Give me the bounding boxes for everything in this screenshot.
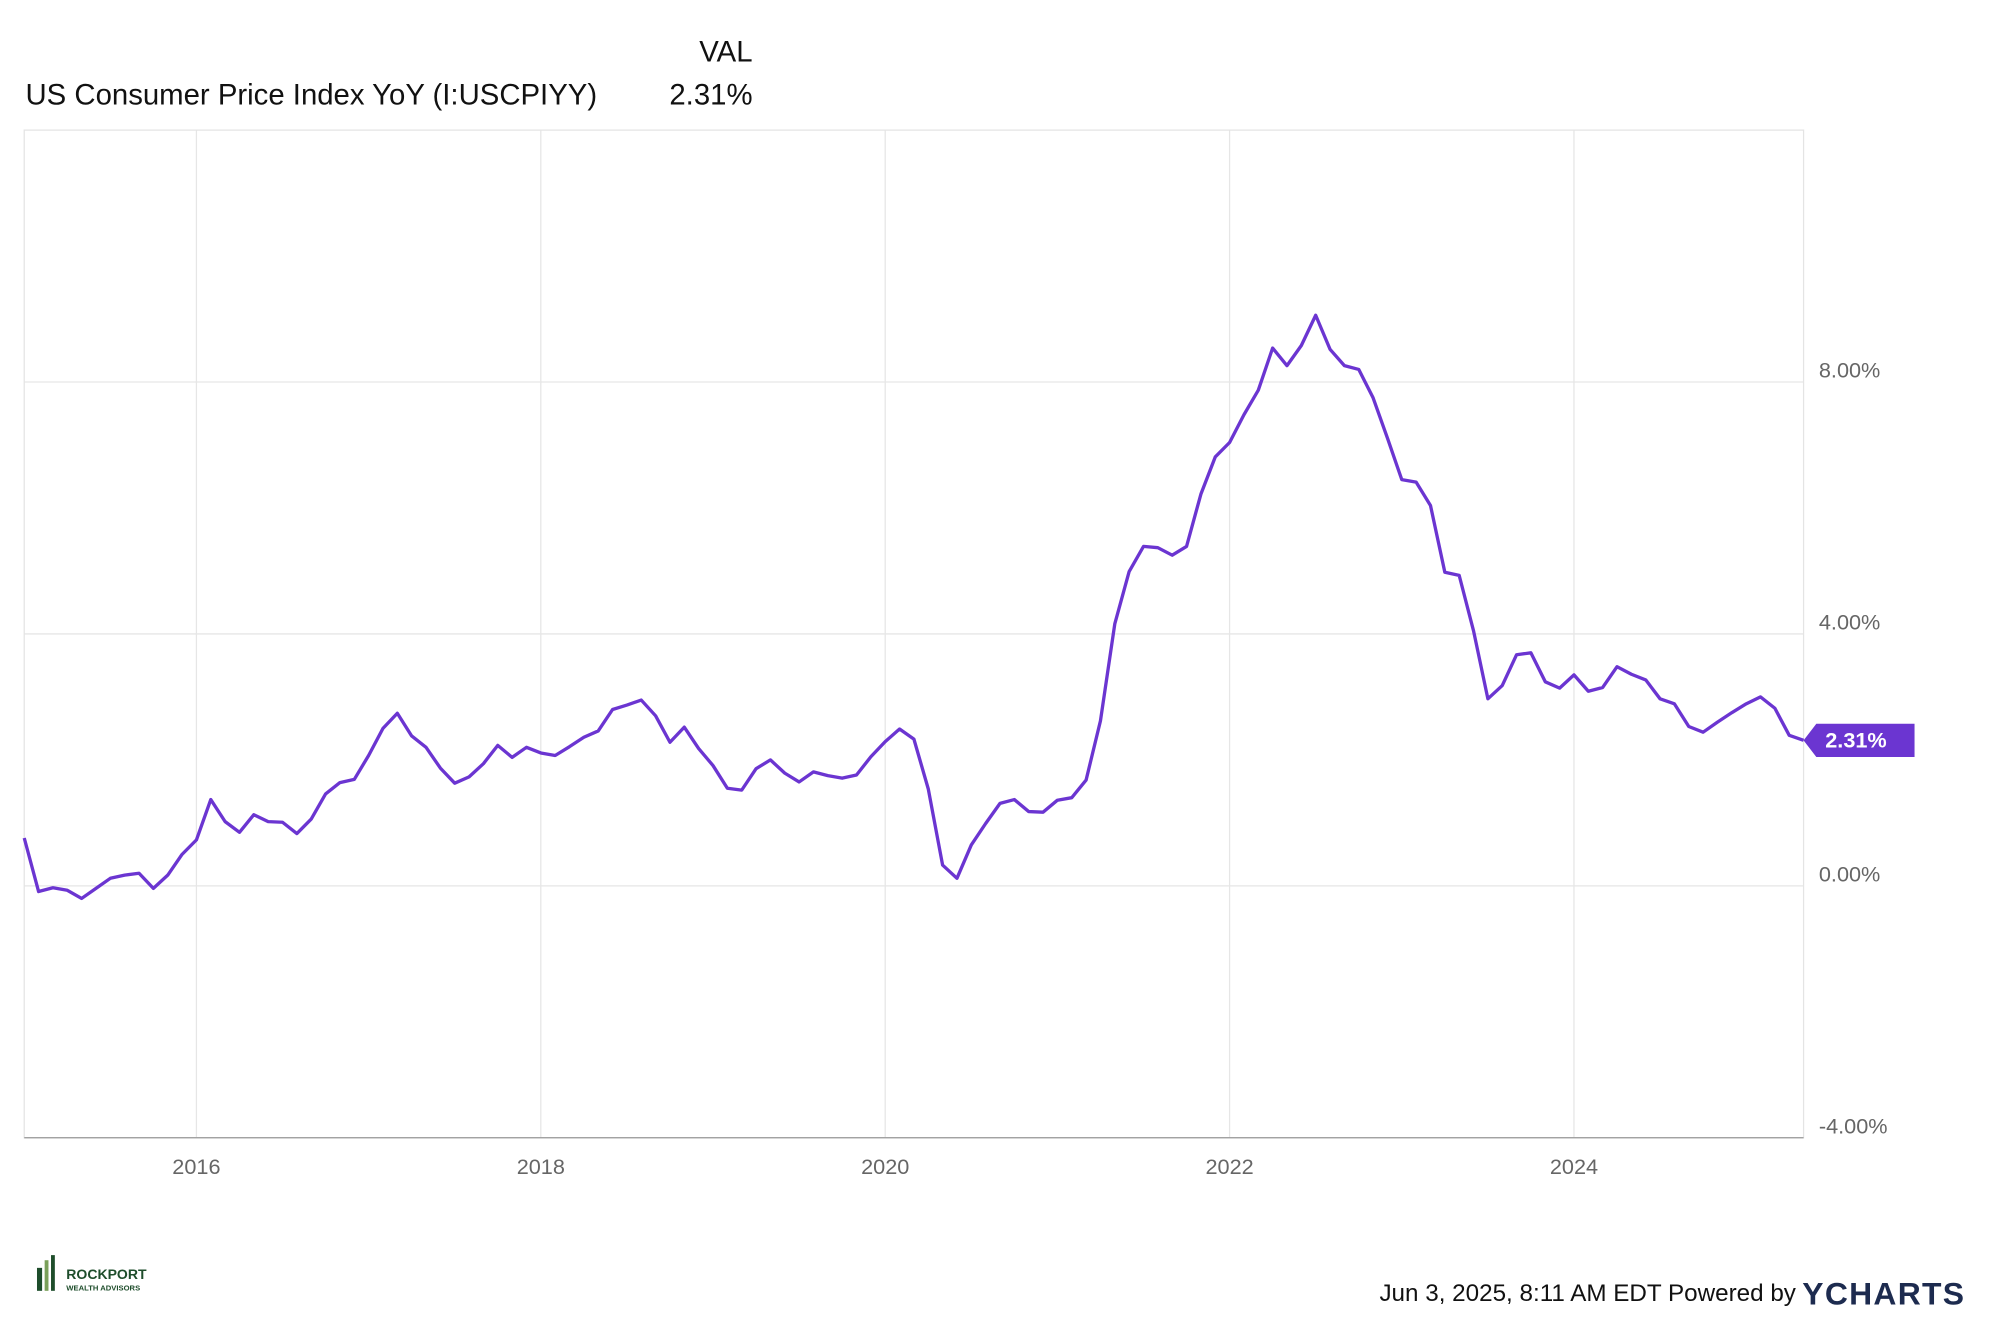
legend-entry: US Consumer Price Index YoY (I:USCPIYY) [26, 79, 598, 112]
y-tick-label: 0.00% [1819, 861, 1880, 886]
x-tick-label: 2022 [1205, 1154, 1253, 1179]
y-tick-label: 4.00% [1819, 609, 1880, 634]
last-value-badge [1803, 723, 1915, 757]
legend-value: 2.31% [669, 79, 752, 112]
x-tick-label: 2018 [517, 1154, 565, 1179]
y-tick-label: -4.00% [1819, 1113, 1888, 1138]
marks: 2.31% [22, 313, 1915, 901]
logo-name: ROCKPORT [66, 1266, 147, 1282]
x-tick-label: 2016 [172, 1154, 220, 1179]
footer-timestamp: Jun 3, 2025, 8:11 AM EDT Powered by [1379, 1280, 1796, 1307]
logo-icon [51, 1255, 55, 1291]
column-header: VAL [699, 35, 752, 68]
x-tick-label: 2020 [861, 1154, 909, 1179]
logo-icon [36, 1267, 43, 1291]
grid [24, 130, 1804, 1139]
logo-tagline: WEALTH ADVISORS [66, 1283, 140, 1292]
x-tick-label: 2024 [1550, 1154, 1598, 1179]
last-value-label: 2.31% [1825, 727, 1886, 752]
footer-brand: YCHARTS [1802, 1275, 1965, 1311]
series-line [22, 313, 1805, 901]
logo-icon [44, 1260, 49, 1291]
logo: ROCKPORT WEALTH ADVISORS [36, 1255, 147, 1292]
y-tick-label: 8.00% [1819, 358, 1880, 383]
